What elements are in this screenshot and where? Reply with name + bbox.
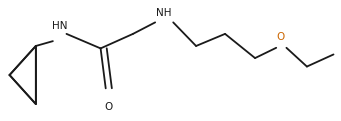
Text: O: O <box>277 32 285 42</box>
Text: NH: NH <box>156 8 172 18</box>
Text: HN: HN <box>52 21 68 31</box>
Text: O: O <box>104 102 113 112</box>
